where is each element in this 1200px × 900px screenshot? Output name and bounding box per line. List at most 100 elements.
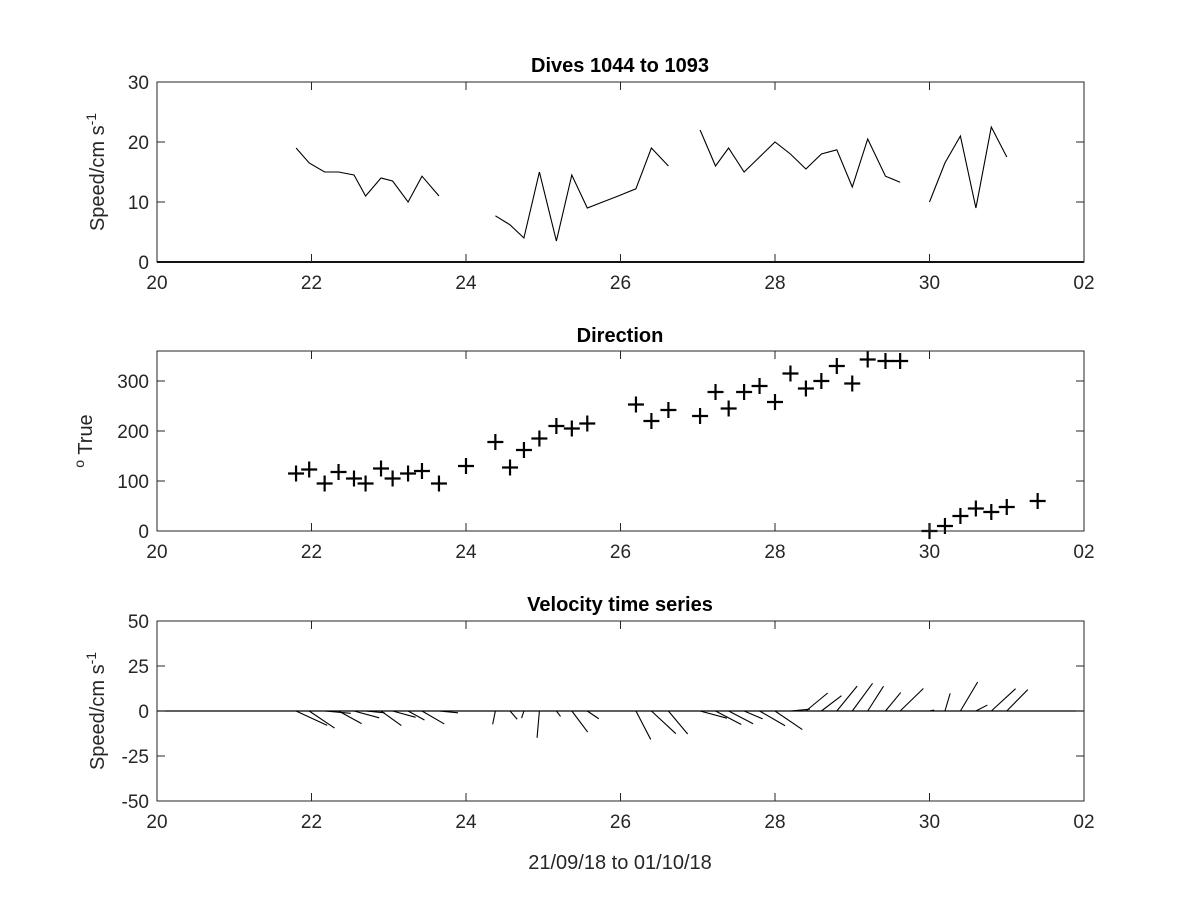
x-tick-label: 26 <box>610 542 631 563</box>
direction-markers <box>288 351 1046 539</box>
direction-marker <box>430 475 447 492</box>
direction-marker <box>531 430 548 447</box>
direction-marker <box>502 459 519 476</box>
x-tick-label: 20 <box>146 542 167 563</box>
direction-marker <box>736 384 753 400</box>
velocity-stick <box>821 695 842 712</box>
direction-marker <box>813 373 830 389</box>
velocity-stick <box>944 693 951 712</box>
direction-marker <box>797 380 814 397</box>
velocity-stick <box>929 709 935 712</box>
x-tick-label: 30 <box>919 812 940 833</box>
velocity-stick <box>509 710 518 720</box>
direction-marker <box>288 465 305 482</box>
velocity-stick <box>790 708 810 712</box>
velocity-stick <box>635 710 652 740</box>
direction-marker <box>487 434 504 450</box>
direction-marker <box>892 353 909 369</box>
y-tick-label: 20 <box>128 133 149 154</box>
speed-series-segment <box>928 125 1008 209</box>
y-tick-label: 30 <box>128 73 149 94</box>
x-tick-label: 24 <box>455 273 477 294</box>
velocity-stick <box>715 710 742 725</box>
direction-marker <box>782 365 799 382</box>
direction-y-axis-label: o True <box>71 414 97 467</box>
x-tick-label: 02 <box>1073 542 1094 563</box>
speed-panel-title: Dives 1044 to 1093 <box>531 55 709 77</box>
velocity-panel-title: Velocity time series <box>527 594 713 616</box>
x-tick-label: 24 <box>455 812 477 833</box>
speed-axis-ticks: 20 22 24 26 28 30 02 0 10 20 30 <box>128 73 1095 294</box>
velocity-stick <box>571 710 589 733</box>
velocity-stick <box>555 710 561 717</box>
y-tick-label: 10 <box>128 193 149 214</box>
direction-marker <box>384 470 401 487</box>
speed-panel: Dives 1044 to 1093 Speed/cm s-1 20 22 24 26… <box>83 55 1095 294</box>
x-tick-label: 02 <box>1073 812 1094 833</box>
y-tick-label: 50 <box>128 612 149 633</box>
direction-marker <box>579 415 596 432</box>
y-tick-label: -50 <box>122 792 149 813</box>
direction-marker <box>844 375 861 392</box>
direction-marker <box>413 463 430 479</box>
velocity-y-axis-label: Speed/cm s-1 <box>83 652 109 770</box>
direction-marker <box>859 351 876 368</box>
direction-marker <box>330 464 347 480</box>
velocity-stick <box>836 685 858 712</box>
direction-marker <box>952 508 969 524</box>
direction-marker <box>967 500 984 517</box>
y-tick-label: -25 <box>122 747 149 768</box>
direction-marker <box>767 394 783 410</box>
direction-marker <box>1029 493 1046 509</box>
direction-marker <box>316 475 333 492</box>
velocity-y-axis-label-text: Speed/cm s <box>87 664 109 770</box>
y-tick-label: 0 <box>138 253 149 274</box>
velocity-panel: Velocity time series Speed/cm s-1 21/09/… <box>83 594 1095 874</box>
direction-marker <box>828 358 845 374</box>
y-tick-label: 0 <box>138 702 149 723</box>
direction-marker <box>345 470 362 487</box>
x-tick-label: 22 <box>301 273 322 294</box>
x-tick-label: 24 <box>455 542 477 563</box>
velocity-stick <box>1006 689 1029 712</box>
velocity-stick <box>536 710 540 738</box>
velocity-stick <box>421 710 445 725</box>
velocity-stick <box>667 710 689 735</box>
direction-marker <box>373 460 390 477</box>
speed-y-axis-label-exponent: -1 <box>83 113 99 126</box>
velocity-axis-ticks: 20 22 24 26 28 30 02 -50 -25 0 25 50 <box>122 612 1095 833</box>
velocity-stick <box>774 710 803 730</box>
direction-marker <box>998 499 1015 515</box>
velocity-stick <box>899 688 924 712</box>
direction-panel: Direction o True 20 22 24 26 28 30 02 0 100 200 30… <box>71 325 1095 563</box>
velocity-stick <box>728 710 754 725</box>
direction-axis-ticks: 20 22 24 26 28 30 02 0 100 200 300 <box>117 351 1095 563</box>
x-tick-label: 22 <box>301 812 322 833</box>
direction-marker <box>301 461 318 478</box>
x-tick-label: 26 <box>610 812 631 833</box>
velocity-stick <box>380 710 402 727</box>
x-tick-label: 30 <box>919 542 940 563</box>
velocity-x-axis-label: 21/09/18 to 01/10/18 <box>528 852 712 874</box>
x-tick-label: 28 <box>764 273 785 294</box>
velocity-stick <box>990 688 1016 712</box>
velocity-stick <box>392 710 416 718</box>
x-tick-label: 20 <box>146 812 167 833</box>
speed-plot-frame <box>156 81 1085 263</box>
direction-y-axis-label-text: True <box>75 414 97 460</box>
velocity-stick <box>743 710 763 720</box>
velocity-stick <box>975 704 988 712</box>
y-tick-label: 25 <box>128 657 149 678</box>
direction-y-axis-label-degree: o <box>71 460 87 468</box>
velocity-y-axis-label-exponent: -1 <box>83 652 99 665</box>
x-tick-label: 28 <box>764 812 785 833</box>
y-tick-label: 100 <box>117 472 149 493</box>
y-tick-label: 300 <box>117 372 149 393</box>
x-tick-label: 20 <box>146 273 167 294</box>
direction-marker <box>563 420 580 437</box>
direction-marker <box>627 396 644 413</box>
x-tick-label: 30 <box>919 273 940 294</box>
speed-series-segment <box>699 129 901 189</box>
y-tick-label: 0 <box>138 522 149 543</box>
direction-marker <box>692 408 709 424</box>
